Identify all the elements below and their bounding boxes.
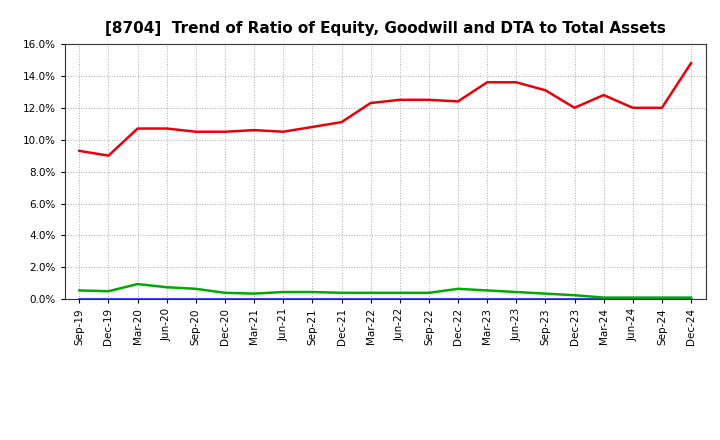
Goodwill xyxy=(454,297,462,302)
Equity xyxy=(279,129,287,134)
Deferred Tax Assets xyxy=(483,288,492,293)
Goodwill xyxy=(279,297,287,302)
Goodwill xyxy=(541,297,550,302)
Goodwill xyxy=(192,297,200,302)
Goodwill xyxy=(570,297,579,302)
Equity xyxy=(192,129,200,134)
Deferred Tax Assets xyxy=(192,286,200,291)
Equity xyxy=(629,105,637,110)
Equity xyxy=(163,126,171,131)
Goodwill xyxy=(308,297,317,302)
Equity xyxy=(483,80,492,85)
Goodwill xyxy=(395,297,404,302)
Equity xyxy=(395,97,404,103)
Deferred Tax Assets xyxy=(395,290,404,296)
Deferred Tax Assets xyxy=(366,290,375,296)
Goodwill xyxy=(104,297,113,302)
Deferred Tax Assets xyxy=(308,290,317,295)
Equity xyxy=(570,105,579,110)
Deferred Tax Assets xyxy=(599,295,608,300)
Equity xyxy=(657,105,666,110)
Deferred Tax Assets xyxy=(541,291,550,296)
Equity xyxy=(250,128,258,133)
Goodwill xyxy=(483,297,492,302)
Line: Deferred Tax Assets: Deferred Tax Assets xyxy=(79,284,691,297)
Equity xyxy=(687,60,696,66)
Equity xyxy=(599,92,608,98)
Equity xyxy=(308,124,317,129)
Goodwill xyxy=(366,297,375,302)
Deferred Tax Assets xyxy=(75,288,84,293)
Goodwill xyxy=(133,297,142,302)
Deferred Tax Assets xyxy=(163,285,171,290)
Deferred Tax Assets xyxy=(657,295,666,300)
Goodwill xyxy=(220,297,229,302)
Equity xyxy=(425,97,433,103)
Line: Equity: Equity xyxy=(79,63,691,156)
Equity xyxy=(75,148,84,154)
Deferred Tax Assets xyxy=(337,290,346,296)
Legend: Equity, Goodwill, Deferred Tax Assets: Equity, Goodwill, Deferred Tax Assets xyxy=(191,438,580,440)
Goodwill xyxy=(687,297,696,302)
Goodwill xyxy=(512,297,521,302)
Deferred Tax Assets xyxy=(454,286,462,291)
Goodwill xyxy=(599,297,608,302)
Equity xyxy=(104,153,113,158)
Goodwill xyxy=(657,297,666,302)
Deferred Tax Assets xyxy=(570,293,579,298)
Deferred Tax Assets xyxy=(220,290,229,296)
Goodwill xyxy=(250,297,258,302)
Goodwill xyxy=(629,297,637,302)
Equity xyxy=(541,88,550,93)
Deferred Tax Assets xyxy=(133,282,142,287)
Equity xyxy=(133,126,142,131)
Title: [8704]  Trend of Ratio of Equity, Goodwill and DTA to Total Assets: [8704] Trend of Ratio of Equity, Goodwil… xyxy=(105,21,665,36)
Deferred Tax Assets xyxy=(629,295,637,300)
Goodwill xyxy=(337,297,346,302)
Deferred Tax Assets xyxy=(425,290,433,296)
Equity xyxy=(220,129,229,134)
Deferred Tax Assets xyxy=(104,289,113,294)
Deferred Tax Assets xyxy=(512,290,521,295)
Goodwill xyxy=(163,297,171,302)
Deferred Tax Assets xyxy=(279,290,287,295)
Equity xyxy=(366,100,375,106)
Goodwill xyxy=(75,297,84,302)
Goodwill xyxy=(425,297,433,302)
Equity xyxy=(337,120,346,125)
Equity xyxy=(454,99,462,104)
Deferred Tax Assets xyxy=(250,291,258,296)
Deferred Tax Assets xyxy=(687,295,696,300)
Equity xyxy=(512,80,521,85)
